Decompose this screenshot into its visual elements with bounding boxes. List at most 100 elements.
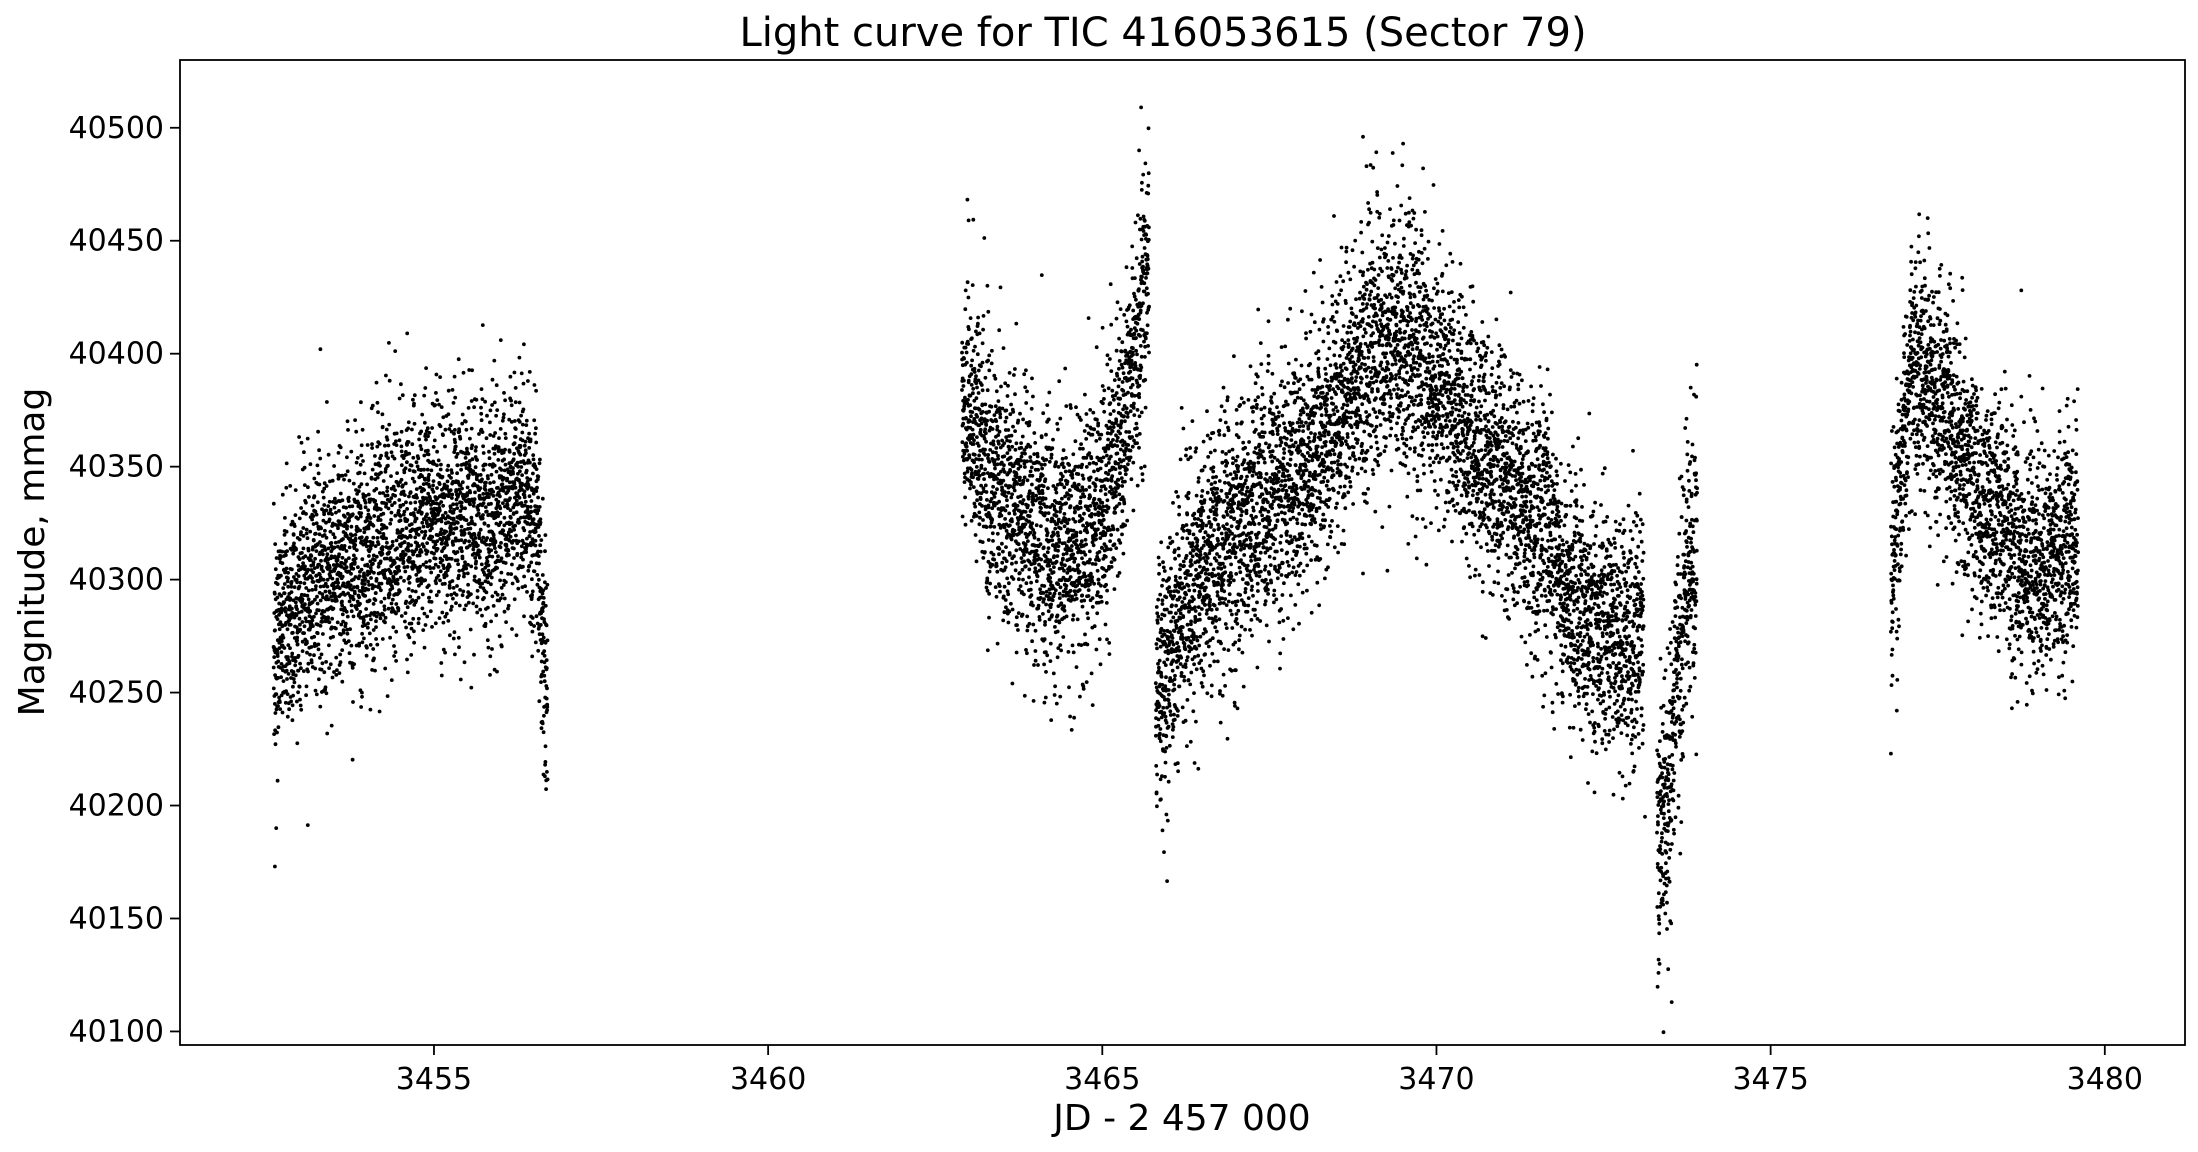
data-point — [433, 403, 437, 407]
data-point — [1140, 254, 1145, 259]
data-point — [461, 589, 466, 594]
data-point — [352, 662, 356, 666]
data-point — [282, 582, 287, 586]
data-point — [379, 581, 384, 586]
data-point — [326, 452, 331, 457]
data-point — [1137, 432, 1142, 436]
data-point — [443, 427, 448, 432]
data-point — [334, 510, 338, 515]
data-point — [328, 591, 332, 595]
data-point — [1083, 392, 1087, 397]
data-point — [409, 463, 414, 468]
data-point — [1048, 659, 1053, 663]
data-point — [1077, 588, 1082, 592]
data-point — [478, 473, 483, 477]
data-point — [528, 477, 533, 482]
data-point — [416, 533, 421, 537]
data-point — [271, 501, 276, 506]
data-point — [972, 452, 977, 457]
data-point — [1087, 451, 1092, 456]
data-point — [358, 514, 363, 519]
data-point — [492, 358, 497, 363]
data-point — [373, 668, 377, 673]
data-point — [390, 597, 395, 602]
data-point — [511, 457, 516, 462]
data-point — [492, 463, 497, 468]
data-point — [500, 482, 505, 487]
data-point — [288, 596, 293, 601]
data-point — [454, 455, 459, 459]
data-point — [1019, 529, 1024, 534]
data-point — [533, 543, 538, 548]
data-point — [389, 571, 393, 576]
data-point — [1115, 373, 1120, 378]
data-point — [276, 725, 281, 730]
data-point — [279, 573, 283, 578]
data-point — [1090, 575, 1094, 579]
data-point — [464, 566, 469, 571]
data-point — [472, 652, 476, 657]
data-point — [310, 600, 315, 604]
data-point — [1026, 503, 1030, 508]
data-point — [1023, 522, 1028, 527]
data-point — [451, 543, 455, 547]
data-point — [302, 483, 307, 487]
data-point — [491, 494, 496, 498]
data-point — [435, 398, 440, 402]
data-point — [968, 316, 973, 320]
data-point — [341, 628, 346, 633]
data-point — [285, 627, 290, 632]
data-point — [504, 620, 508, 624]
data-point — [518, 452, 523, 457]
data-point — [1131, 460, 1136, 465]
data-point — [543, 533, 548, 537]
data-point — [512, 527, 516, 532]
data-point — [387, 499, 392, 504]
data-point — [324, 535, 329, 540]
data-point — [1025, 389, 1029, 394]
data-point — [438, 375, 442, 379]
data-point — [1127, 430, 1132, 434]
data-point — [529, 499, 534, 503]
data-point — [1009, 601, 1013, 606]
data-point — [981, 556, 986, 560]
data-point — [1004, 529, 1009, 533]
data-point — [1099, 595, 1103, 599]
data-point — [306, 661, 311, 666]
data-point — [540, 496, 545, 501]
data-point — [509, 572, 514, 576]
data-point — [1120, 340, 1125, 345]
data-point — [967, 327, 971, 332]
data-point — [445, 479, 450, 484]
data-point — [425, 521, 429, 526]
data-point — [1147, 350, 1151, 355]
data-point — [482, 521, 487, 526]
data-point — [387, 422, 392, 427]
data-point — [527, 370, 532, 374]
data-point — [475, 588, 480, 593]
data-point — [1105, 637, 1109, 642]
data-point — [530, 593, 534, 597]
data-point — [1109, 533, 1113, 537]
data-point — [508, 515, 513, 520]
data-point — [1155, 804, 1159, 809]
data-point — [1067, 685, 1071, 690]
data-point — [371, 561, 375, 566]
data-point — [297, 537, 302, 542]
data-point — [1046, 546, 1051, 550]
data-point — [459, 546, 464, 550]
data-point — [325, 400, 329, 404]
data-point — [540, 591, 545, 596]
data-point — [1099, 459, 1104, 464]
data-point — [984, 525, 989, 529]
data-point — [302, 631, 306, 635]
data-point — [340, 574, 345, 579]
data-point — [523, 503, 527, 508]
data-point — [426, 583, 431, 588]
data-point — [337, 671, 342, 675]
data-point — [1004, 545, 1008, 549]
data-point — [538, 517, 543, 522]
data-point — [373, 454, 377, 458]
data-point — [1071, 613, 1076, 618]
data-point — [301, 546, 306, 551]
